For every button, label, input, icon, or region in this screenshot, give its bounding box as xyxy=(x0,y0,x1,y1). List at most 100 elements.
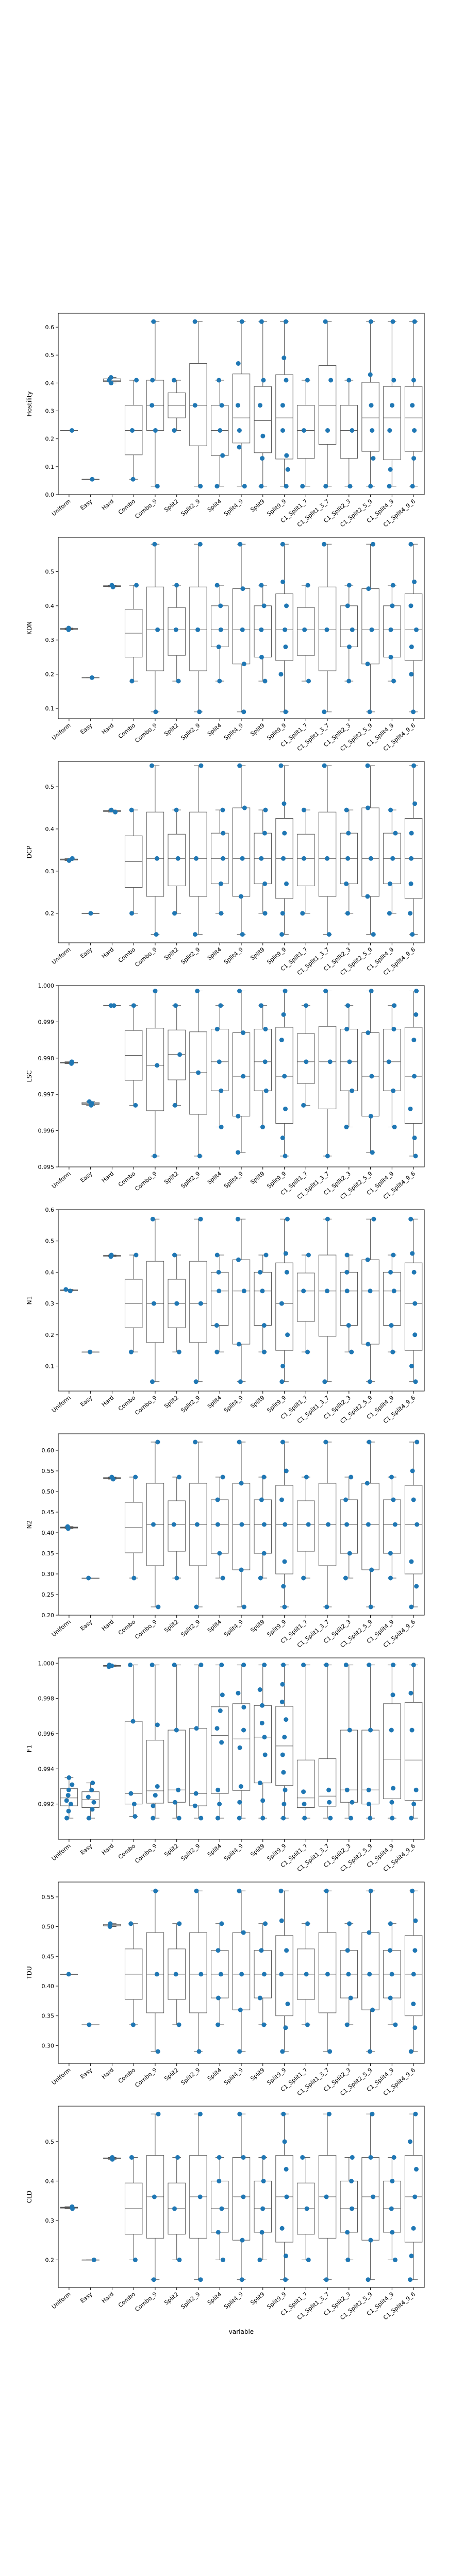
data-point xyxy=(284,603,289,608)
y-tick-label: 0.996 xyxy=(38,1731,55,1737)
data-point xyxy=(172,1252,177,1258)
x-tick-label: Easy xyxy=(79,498,94,512)
data-point xyxy=(344,1269,350,1275)
data-point xyxy=(283,1154,288,1159)
data-point xyxy=(198,1972,204,1977)
data-point xyxy=(237,1800,242,1805)
data-point xyxy=(195,989,200,994)
data-point xyxy=(90,1781,95,1786)
data-point xyxy=(172,1103,177,1108)
data-point xyxy=(217,2178,222,2183)
y-tick-label: 0.2 xyxy=(45,436,55,443)
data-point xyxy=(280,1136,285,1141)
data-point xyxy=(391,2155,396,2160)
y-tick-label: 0.1 xyxy=(45,464,55,470)
data-point xyxy=(367,709,372,715)
data-point xyxy=(155,1784,160,1789)
data-point xyxy=(130,1719,136,1724)
y-axis-title: F1 xyxy=(26,1745,33,1753)
data-point xyxy=(216,1269,221,1275)
data-point xyxy=(150,403,155,408)
data-point xyxy=(150,1379,155,1384)
data-point xyxy=(218,428,223,433)
data-point xyxy=(325,1289,330,1294)
x-tick-label: Split4 xyxy=(206,2066,223,2082)
y-tick-label: 0.40 xyxy=(42,1530,55,1536)
data-point xyxy=(151,1816,156,1821)
data-point xyxy=(393,831,398,836)
data-point xyxy=(345,2230,350,2235)
x-tick-label: Split4 xyxy=(206,498,223,513)
data-point xyxy=(285,467,290,472)
data-point xyxy=(107,1663,112,1668)
data-point xyxy=(173,627,178,632)
data-point xyxy=(389,1800,394,1805)
chart-panel-7: 0.992 0.994 0.996 0.998 1.000 F1 Uniform Easy Ha… xyxy=(26,1657,425,1873)
data-point xyxy=(389,1475,394,1480)
box xyxy=(275,1027,293,1124)
data-point xyxy=(259,654,264,659)
data-point xyxy=(282,831,287,836)
data-point xyxy=(240,856,245,861)
data-point xyxy=(259,484,264,489)
y-tick-label: 0.45 xyxy=(42,1509,55,1516)
data-point xyxy=(391,1663,396,1668)
data-point xyxy=(262,1972,267,1977)
data-point xyxy=(391,1088,396,1093)
data-point xyxy=(408,2277,413,2282)
x-tick-label: Hard xyxy=(101,1170,115,1184)
x-tick-label: Split2_9 xyxy=(179,1618,201,1638)
data-point xyxy=(326,932,332,937)
data-point xyxy=(261,2022,267,2027)
chart-panel-3: 0.2 0.3 0.4 0.5 DCP Uniform Easy Hard ComboCombo… xyxy=(26,761,425,977)
y-tick-label: 1.000 xyxy=(38,982,55,989)
data-point xyxy=(323,484,328,489)
data-point xyxy=(153,428,158,433)
data-point xyxy=(282,1735,287,1740)
data-point xyxy=(262,1663,267,1668)
data-point xyxy=(242,484,247,489)
data-point xyxy=(409,1604,414,1609)
data-point xyxy=(66,1808,71,1814)
y-tick-label: 0.992 xyxy=(38,1801,55,1808)
y-tick-label: 0.5 xyxy=(45,2139,55,2145)
data-point xyxy=(365,763,370,768)
x-tick-label: Uniform xyxy=(51,498,72,517)
data-point xyxy=(282,2139,287,2144)
data-point xyxy=(192,319,197,324)
data-point xyxy=(237,1816,242,1821)
data-point xyxy=(281,1663,286,1668)
data-point xyxy=(281,1584,286,1589)
data-point xyxy=(367,1663,372,1668)
data-point xyxy=(129,911,135,916)
y-tick-label: 0.4 xyxy=(45,1269,55,1276)
data-point xyxy=(257,2257,262,2262)
data-point xyxy=(412,2025,418,2030)
box xyxy=(404,1935,423,2016)
y-tick-label: 0.997 xyxy=(38,1091,55,1098)
data-point xyxy=(368,1816,373,1821)
data-point xyxy=(388,654,393,659)
x-tick-label: Hard xyxy=(101,1842,115,1856)
x-tick-label: Uniform xyxy=(51,2291,72,2310)
data-point xyxy=(304,2206,309,2211)
data-point xyxy=(412,319,417,324)
x-tick-label: Combo xyxy=(117,1170,137,1188)
data-point xyxy=(347,1921,352,1926)
box xyxy=(404,2155,423,2243)
x-tick-label: Split9 xyxy=(249,1842,266,1858)
data-point xyxy=(279,2226,285,2231)
box xyxy=(297,405,315,459)
data-point xyxy=(369,403,374,408)
chart-panel-9: 0.2 0.3 0.4 0.5 CLD Uniform Easy Hard ComboCombo… xyxy=(26,2106,425,2321)
data-point xyxy=(284,881,289,886)
data-point xyxy=(259,1948,264,1953)
data-point xyxy=(263,1026,268,1031)
data-point xyxy=(391,378,396,383)
data-point xyxy=(219,1125,224,1130)
data-point xyxy=(391,1497,396,1502)
data-point xyxy=(365,662,370,667)
y-tick-label: 0.30 xyxy=(42,2042,55,2049)
box xyxy=(318,1932,337,2013)
data-point xyxy=(301,1103,306,1108)
